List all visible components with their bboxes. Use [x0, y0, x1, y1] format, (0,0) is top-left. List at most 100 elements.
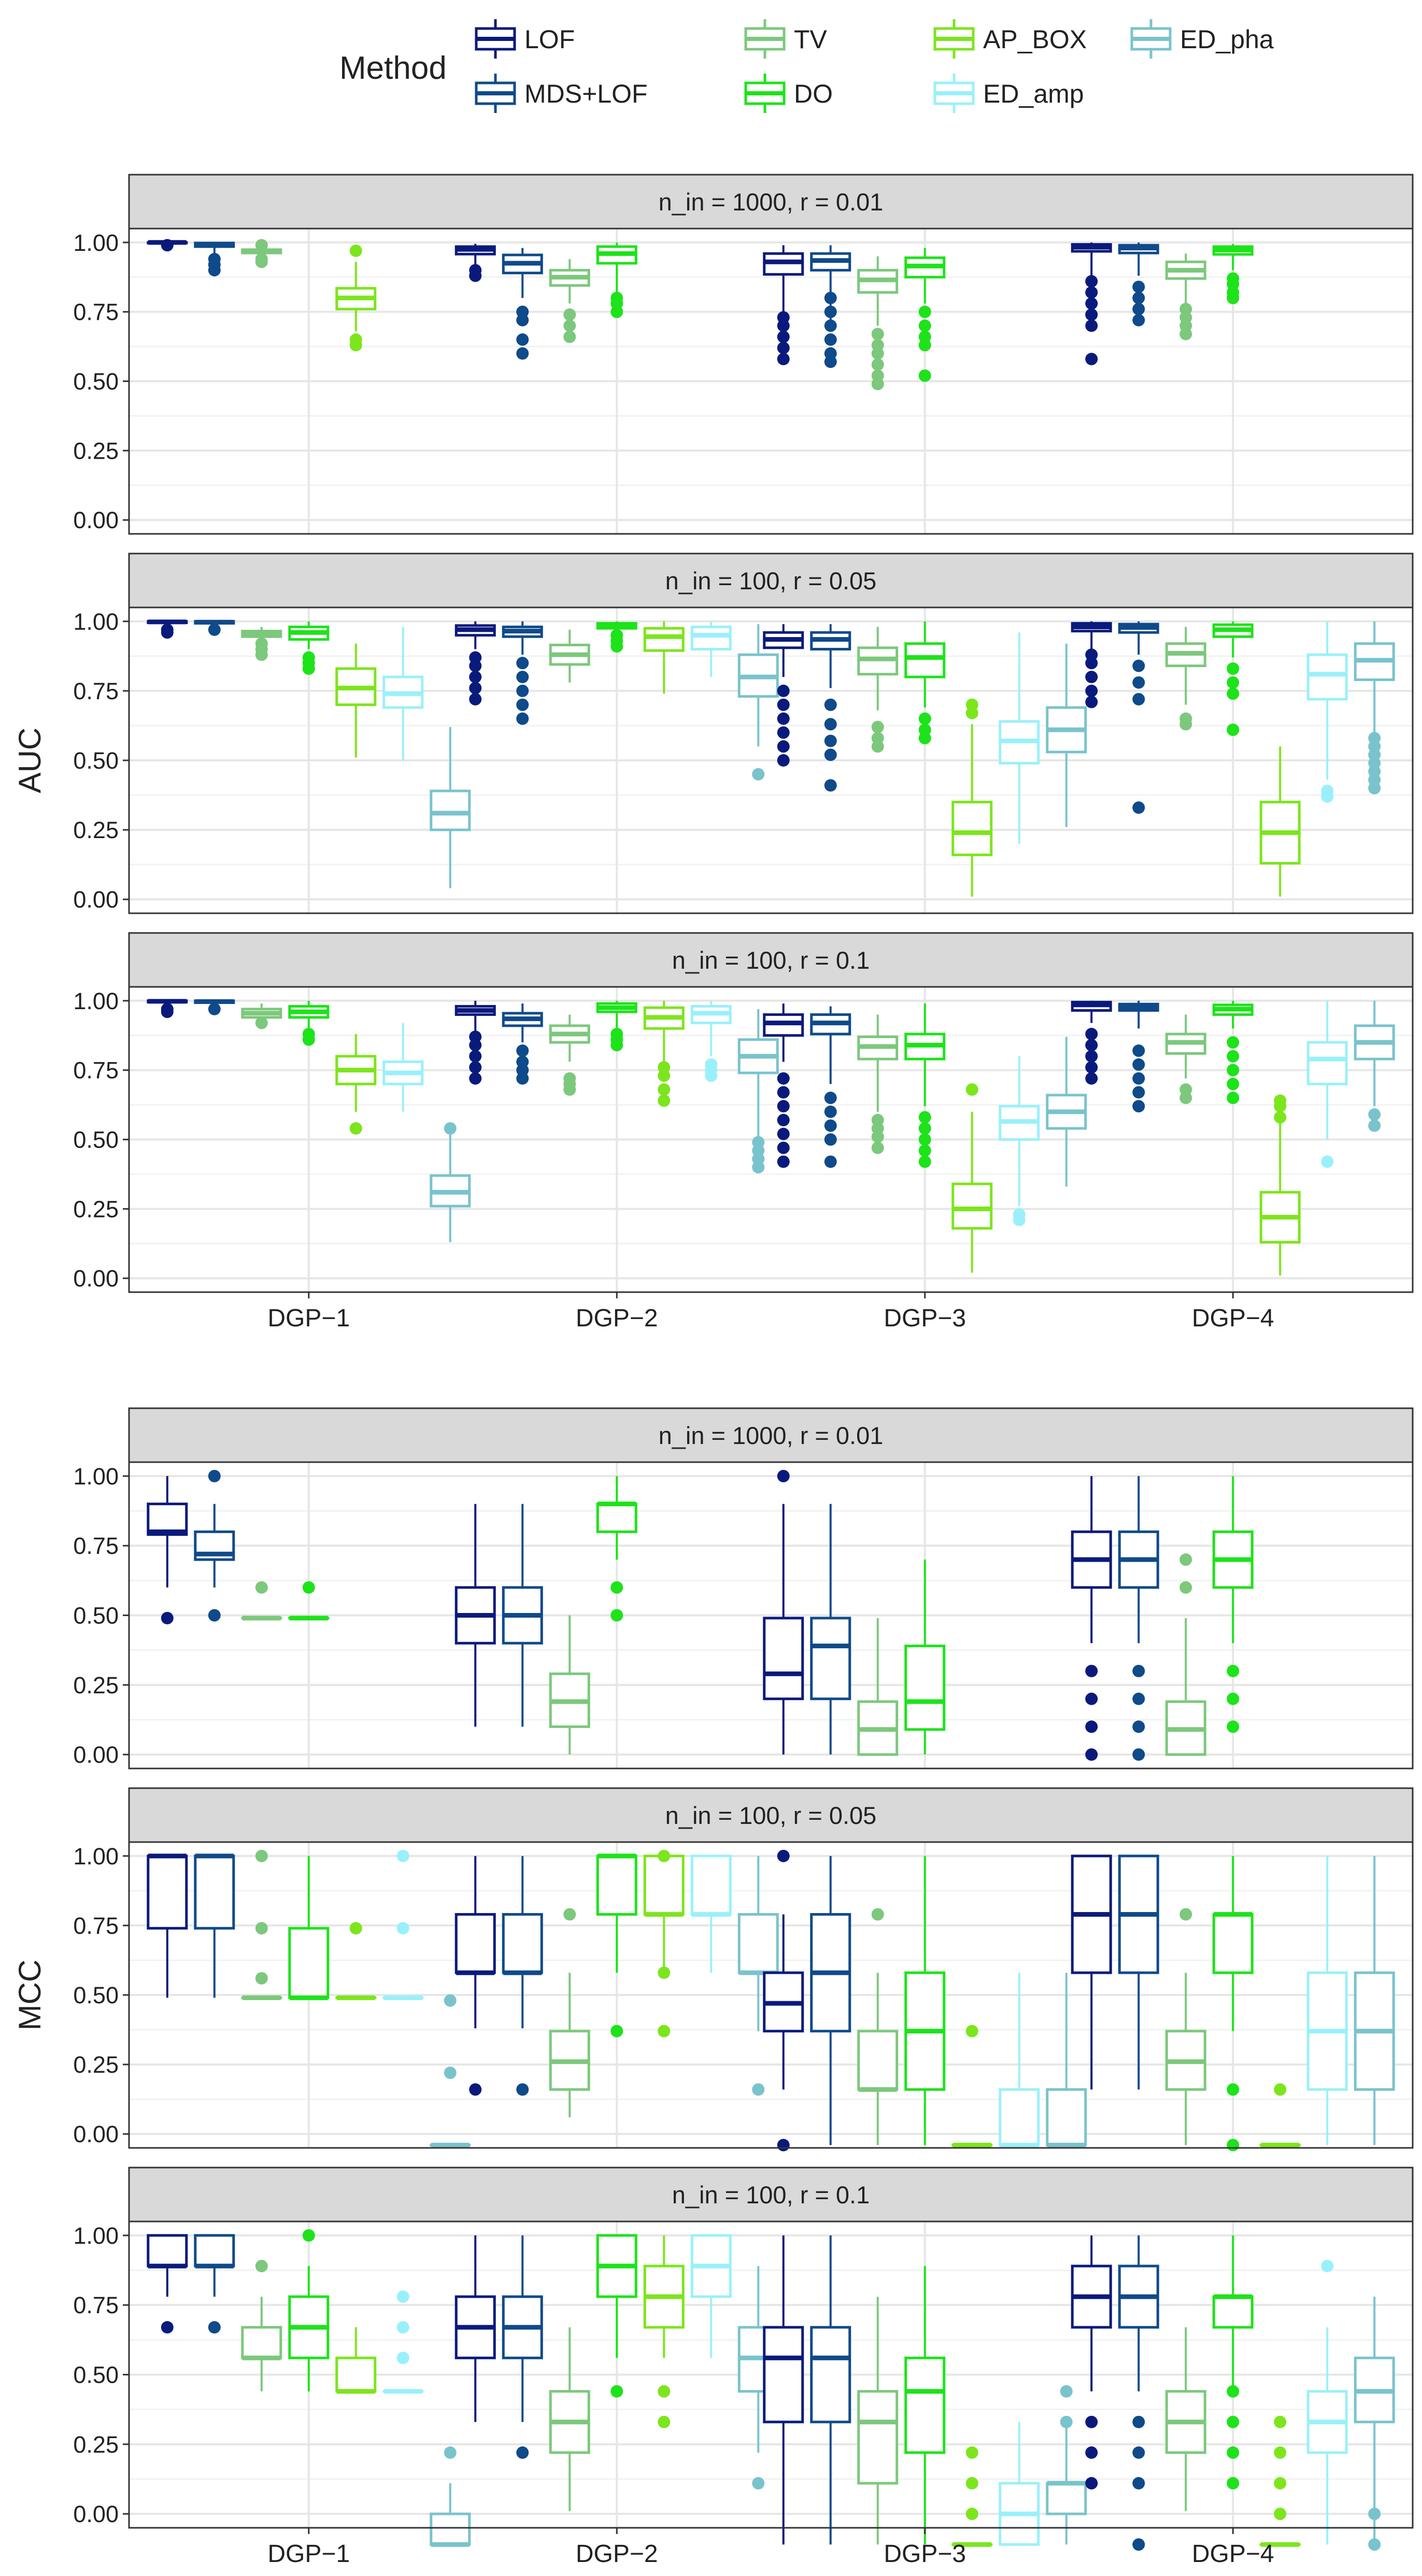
box-body — [1212, 1913, 1254, 1974]
outlier-point — [824, 333, 837, 346]
legend-title: Method — [339, 50, 447, 86]
outlier-point — [824, 718, 837, 731]
outlier-point — [918, 305, 931, 318]
panel-border — [128, 606, 1414, 914]
box-mds-lof — [194, 1853, 235, 1998]
outlier-point — [871, 358, 884, 371]
outlier-point — [824, 1105, 837, 1118]
strip-label: n_in = 100, r = 0.05 — [665, 1802, 877, 1829]
box-ap-box — [335, 2327, 377, 2394]
box-mds-lof — [810, 1006, 851, 1168]
outlier-point — [1085, 1664, 1098, 1677]
box-do — [288, 1856, 330, 2000]
outlier-point — [1227, 687, 1240, 700]
strip — [128, 1407, 1414, 1463]
y-tick-label: 0.00 — [73, 2121, 119, 2147]
outlier-point — [516, 305, 529, 318]
panel-border — [128, 1461, 1414, 1770]
outlier-point — [208, 623, 221, 636]
outlier-point — [824, 1133, 837, 1146]
y-tick-label: 0.50 — [73, 1127, 119, 1153]
outlier-point — [1274, 1111, 1287, 1124]
outlier-point — [444, 2446, 457, 2459]
outlier-point — [208, 2321, 221, 2334]
outlier-point — [610, 291, 623, 304]
y-tick-label: 0.25 — [73, 437, 119, 464]
box-ap-box — [335, 244, 377, 351]
box-body — [810, 2326, 851, 2424]
outlier-point — [1227, 1064, 1240, 1077]
x-axis: DGP−1 DGP−2 DGP−3 DGP−4 — [267, 2528, 1274, 2568]
y-tick-label: 1.00 — [73, 2223, 119, 2249]
outlier-point — [302, 1028, 315, 1041]
outlier-point — [1132, 291, 1145, 304]
box-tv — [1165, 1553, 1206, 1756]
outlier-point — [871, 1908, 884, 1921]
outlier-point — [396, 1849, 409, 1862]
box-ap-box — [951, 2446, 993, 2547]
outlier-point — [1179, 1581, 1192, 1594]
box-body — [951, 1182, 993, 1230]
outlier-point — [824, 1119, 837, 1132]
box-tv — [241, 239, 282, 268]
box-do — [288, 1581, 330, 1621]
box-ed-pha — [430, 727, 471, 888]
box-mds-lof — [194, 1469, 235, 1622]
y-tick-label: 0.00 — [73, 886, 119, 913]
panel: n_in = 1000, r = 0.01 0.00 0.25 0.50 0.75 1.0… — [73, 174, 1414, 535]
box-ed-amp — [690, 621, 732, 677]
outlier-point — [824, 291, 837, 304]
box-ed-pha — [737, 624, 779, 781]
box-ap-box — [643, 1849, 685, 2037]
x-axis: DGP−1 DGP−2 DGP−3 DGP−4 — [267, 1292, 1274, 1332]
outlier-point — [1227, 1664, 1240, 1677]
outlier-point — [208, 1469, 221, 1482]
box-ed-pha — [1046, 1037, 1087, 1187]
outlier-point — [1132, 693, 1145, 705]
box-tv — [241, 1849, 282, 2000]
box-lof — [763, 1003, 804, 1168]
box-ed-amp — [382, 1023, 424, 1112]
outlier-point — [1132, 2446, 1145, 2459]
outlier-point — [824, 1092, 837, 1105]
legend-label: DO — [794, 79, 833, 108]
box-lof — [454, 1504, 496, 1727]
outlier-point — [444, 2067, 457, 2079]
outlier-point — [658, 1966, 671, 1979]
outlier-point — [255, 1581, 268, 1594]
box-ed-amp — [382, 1849, 424, 2000]
box-do — [904, 1003, 946, 1168]
outlier-point — [871, 732, 884, 745]
legend: Method LOF MDS+LOF TV DO AP_BOX ED_amp ED_pha — [339, 19, 1274, 113]
outlier-point — [1060, 2385, 1073, 2398]
outlier-point — [777, 1469, 790, 1482]
outlier-point — [469, 671, 482, 684]
outlier-point — [396, 2352, 409, 2365]
outlier-point — [1085, 671, 1098, 684]
outlier-point — [752, 1136, 765, 1149]
outlier-point — [516, 698, 529, 711]
legend-item-ed-amp: ED_amp — [933, 74, 1084, 113]
outlier-point — [1085, 1692, 1098, 1705]
outlier-point — [161, 239, 174, 252]
outlier-point — [208, 252, 221, 265]
outlier-point — [777, 2139, 790, 2152]
outlier-point — [658, 2385, 671, 2398]
outlier-point — [1085, 2477, 1098, 2490]
outlier-point — [1227, 2415, 1240, 2428]
strip-label: n_in = 1000, r = 0.01 — [659, 1422, 884, 1449]
outlier-point — [752, 2083, 765, 2096]
outlier-point — [918, 1155, 931, 1168]
outlier-point — [1368, 1119, 1381, 1132]
box-ed-amp — [999, 1973, 1040, 2148]
outlier-point — [965, 2025, 978, 2037]
y-tick-label: 0.50 — [73, 1982, 119, 2008]
outlier-point — [1132, 1664, 1145, 1677]
box-mds-lof — [194, 2234, 235, 2334]
box-mds-lof — [810, 245, 851, 369]
outlier-point — [1132, 659, 1145, 672]
box-do — [288, 1000, 330, 1046]
outlier-point — [516, 684, 529, 697]
outlier-point — [871, 369, 884, 382]
box-do — [288, 621, 330, 675]
